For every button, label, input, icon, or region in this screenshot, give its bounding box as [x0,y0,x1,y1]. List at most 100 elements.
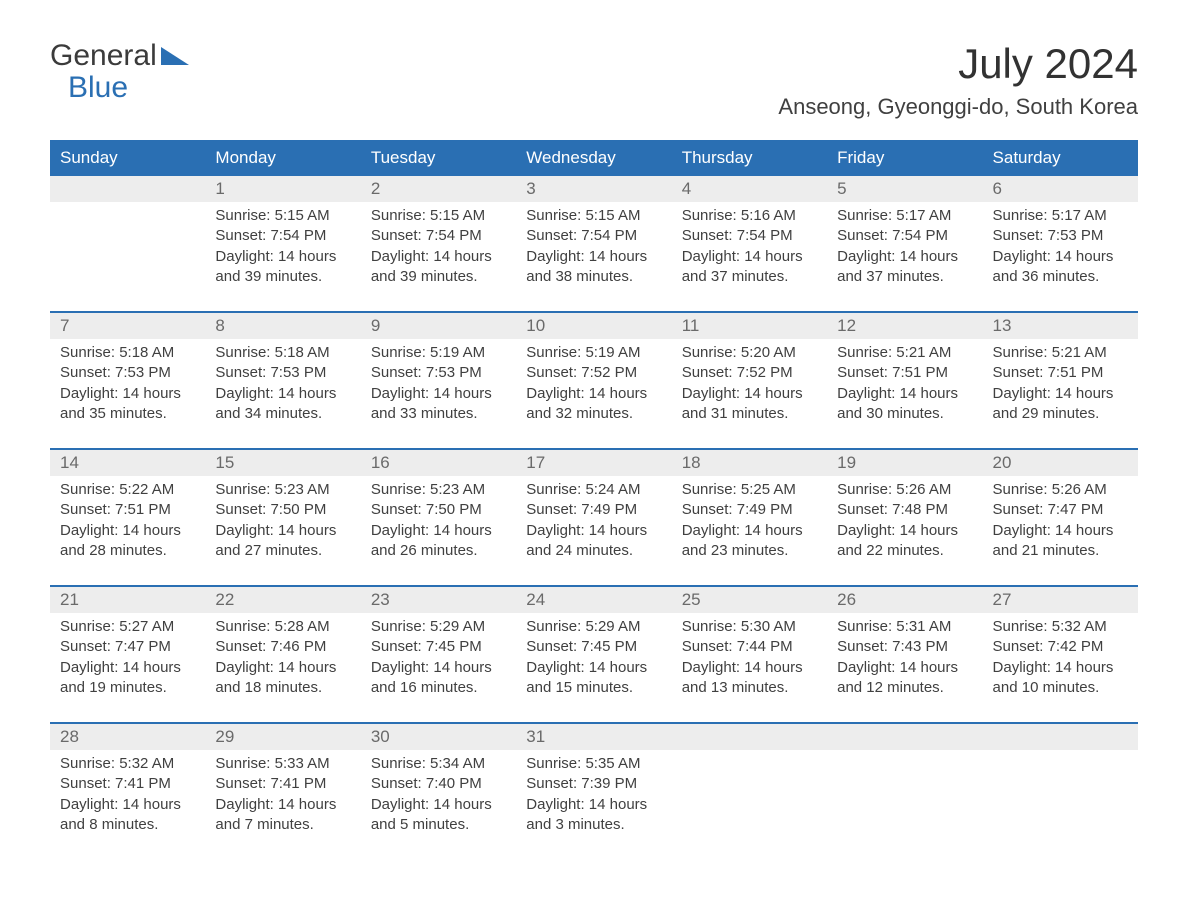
daylight1-text: Daylight: 14 hours [371,247,506,267]
day-cell: 11Sunrise: 5:20 AMSunset: 7:52 PMDayligh… [672,313,827,438]
day-content: Sunrise: 5:29 AMSunset: 7:45 PMDaylight:… [516,613,671,698]
sunrise-text: Sunrise: 5:15 AM [371,206,506,226]
daylight1-text: Daylight: 14 hours [526,247,661,267]
day-cell: 19Sunrise: 5:26 AMSunset: 7:48 PMDayligh… [827,450,982,575]
daylight1-text: Daylight: 14 hours [837,247,972,267]
day-cell: 31Sunrise: 5:35 AMSunset: 7:39 PMDayligh… [516,724,671,849]
day-cell: 25Sunrise: 5:30 AMSunset: 7:44 PMDayligh… [672,587,827,712]
daylight2-text: and 35 minutes. [60,404,195,424]
day-cell: 9Sunrise: 5:19 AMSunset: 7:53 PMDaylight… [361,313,516,438]
sunrise-text: Sunrise: 5:20 AM [682,343,817,363]
sunrise-text: Sunrise: 5:17 AM [837,206,972,226]
day-cell: 23Sunrise: 5:29 AMSunset: 7:45 PMDayligh… [361,587,516,712]
day-number: 19 [827,450,982,476]
daylight1-text: Daylight: 14 hours [371,658,506,678]
day-content: Sunrise: 5:30 AMSunset: 7:44 PMDaylight:… [672,613,827,698]
daylight1-text: Daylight: 14 hours [526,521,661,541]
location-subtitle: Anseong, Gyeonggi-do, South Korea [778,94,1138,120]
logo-text-2: Blue [68,72,189,104]
sunrise-text: Sunrise: 5:15 AM [215,206,350,226]
sunrise-text: Sunrise: 5:15 AM [526,206,661,226]
day-header-row: Sunday Monday Tuesday Wednesday Thursday… [50,140,1138,176]
sunrise-text: Sunrise: 5:17 AM [993,206,1128,226]
header: General Blue July 2024 Anseong, Gyeonggi… [50,40,1138,120]
day-cell: 4Sunrise: 5:16 AMSunset: 7:54 PMDaylight… [672,176,827,301]
sunset-text: Sunset: 7:40 PM [371,774,506,794]
sunset-text: Sunset: 7:45 PM [526,637,661,657]
sunrise-text: Sunrise: 5:32 AM [60,754,195,774]
daylight2-text: and 33 minutes. [371,404,506,424]
day-cell: 12Sunrise: 5:21 AMSunset: 7:51 PMDayligh… [827,313,982,438]
daylight1-text: Daylight: 14 hours [682,247,817,267]
daylight2-text: and 28 minutes. [60,541,195,561]
daylight1-text: Daylight: 14 hours [215,247,350,267]
sunset-text: Sunset: 7:51 PM [60,500,195,520]
day-content: Sunrise: 5:21 AMSunset: 7:51 PMDaylight:… [827,339,982,424]
day-number: 17 [516,450,671,476]
day-number: 15 [205,450,360,476]
daylight2-text: and 23 minutes. [682,541,817,561]
sunrise-text: Sunrise: 5:29 AM [371,617,506,637]
sunset-text: Sunset: 7:53 PM [60,363,195,383]
daylight1-text: Daylight: 14 hours [60,658,195,678]
day-cell: 17Sunrise: 5:24 AMSunset: 7:49 PMDayligh… [516,450,671,575]
sunrise-text: Sunrise: 5:29 AM [526,617,661,637]
day-content: Sunrise: 5:23 AMSunset: 7:50 PMDaylight:… [361,476,516,561]
daylight1-text: Daylight: 14 hours [371,384,506,404]
day-number: 6 [983,176,1138,202]
day-number: 9 [361,313,516,339]
weeks-container: 1Sunrise: 5:15 AMSunset: 7:54 PMDaylight… [50,176,1138,849]
day-number: 24 [516,587,671,613]
day-content: Sunrise: 5:29 AMSunset: 7:45 PMDaylight:… [361,613,516,698]
day-content: Sunrise: 5:34 AMSunset: 7:40 PMDaylight:… [361,750,516,835]
sunset-text: Sunset: 7:53 PM [993,226,1128,246]
daylight1-text: Daylight: 14 hours [993,384,1128,404]
day-cell: 26Sunrise: 5:31 AMSunset: 7:43 PMDayligh… [827,587,982,712]
day-cell: 1Sunrise: 5:15 AMSunset: 7:54 PMDaylight… [205,176,360,301]
sunset-text: Sunset: 7:54 PM [682,226,817,246]
day-cell [672,724,827,849]
daylight2-text: and 29 minutes. [993,404,1128,424]
sunset-text: Sunset: 7:54 PM [526,226,661,246]
day-content: Sunrise: 5:17 AMSunset: 7:54 PMDaylight:… [827,202,982,287]
day-content: Sunrise: 5:26 AMSunset: 7:48 PMDaylight:… [827,476,982,561]
daylight1-text: Daylight: 14 hours [60,521,195,541]
title-block: July 2024 Anseong, Gyeonggi-do, South Ko… [778,40,1138,120]
day-cell: 30Sunrise: 5:34 AMSunset: 7:40 PMDayligh… [361,724,516,849]
daylight1-text: Daylight: 14 hours [215,658,350,678]
day-cell: 15Sunrise: 5:23 AMSunset: 7:50 PMDayligh… [205,450,360,575]
sunrise-text: Sunrise: 5:24 AM [526,480,661,500]
sunrise-text: Sunrise: 5:32 AM [993,617,1128,637]
daylight2-text: and 16 minutes. [371,678,506,698]
day-number: 21 [50,587,205,613]
day-content: Sunrise: 5:32 AMSunset: 7:41 PMDaylight:… [50,750,205,835]
sunrise-text: Sunrise: 5:26 AM [993,480,1128,500]
daylight2-text: and 34 minutes. [215,404,350,424]
calendar: Sunday Monday Tuesday Wednesday Thursday… [50,140,1138,849]
day-cell: 3Sunrise: 5:15 AMSunset: 7:54 PMDaylight… [516,176,671,301]
day-number [827,724,982,750]
daylight2-text: and 37 minutes. [682,267,817,287]
day-content [50,202,205,206]
day-number: 26 [827,587,982,613]
day-content: Sunrise: 5:33 AMSunset: 7:41 PMDaylight:… [205,750,360,835]
daylight2-text: and 39 minutes. [371,267,506,287]
daylight2-text: and 19 minutes. [60,678,195,698]
sunset-text: Sunset: 7:52 PM [526,363,661,383]
day-content: Sunrise: 5:23 AMSunset: 7:50 PMDaylight:… [205,476,360,561]
daylight2-text: and 21 minutes. [993,541,1128,561]
sunrise-text: Sunrise: 5:31 AM [837,617,972,637]
day-number: 8 [205,313,360,339]
daylight1-text: Daylight: 14 hours [526,658,661,678]
sunrise-text: Sunrise: 5:34 AM [371,754,506,774]
daylight2-text: and 30 minutes. [837,404,972,424]
daylight2-text: and 37 minutes. [837,267,972,287]
day-content: Sunrise: 5:28 AMSunset: 7:46 PMDaylight:… [205,613,360,698]
day-content: Sunrise: 5:18 AMSunset: 7:53 PMDaylight:… [50,339,205,424]
day-number: 10 [516,313,671,339]
day-content: Sunrise: 5:25 AMSunset: 7:49 PMDaylight:… [672,476,827,561]
day-number: 5 [827,176,982,202]
day-content: Sunrise: 5:19 AMSunset: 7:53 PMDaylight:… [361,339,516,424]
daylight2-text: and 31 minutes. [682,404,817,424]
daylight2-text: and 15 minutes. [526,678,661,698]
